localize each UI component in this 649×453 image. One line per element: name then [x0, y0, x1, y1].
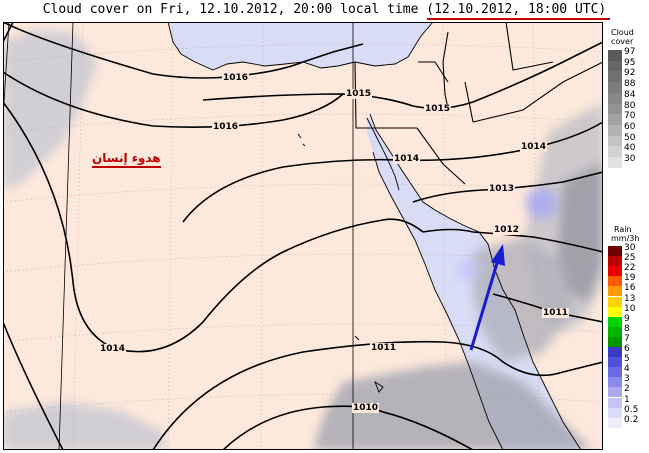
rain-legend-swatch — [608, 387, 622, 398]
rain-legend-label: 8 — [624, 323, 630, 334]
weather-map — [3, 22, 603, 450]
rain-legend-swatch — [608, 266, 622, 277]
cloud-legend-swatch — [608, 60, 622, 72]
gulf-of-suez — [367, 118, 399, 190]
rain-legend-label: 25 — [624, 253, 636, 264]
rain-legend-label: 2 — [624, 384, 630, 395]
isobar-label-1013: 1013 — [488, 184, 516, 194]
isobar-label-1014: 1014 — [393, 154, 421, 164]
cloud-legend-swatch — [608, 146, 622, 158]
cloud-legend-label: 60 — [624, 121, 636, 132]
rain-legend-swatch — [608, 357, 622, 368]
rain-legend-swatch — [608, 417, 622, 428]
cloud-legend-title: Cloud — [611, 28, 634, 37]
cloud-cover-overlay — [3, 30, 603, 450]
cloud-legend-swatch — [608, 124, 622, 136]
isobar-label-1011: 1011 — [370, 343, 398, 353]
isobar-label-1015: 1015 — [424, 104, 452, 114]
isobar-1016-west — [3, 71, 344, 128]
rain-legend-label: 7 — [624, 333, 630, 344]
rain-legend-swatch — [608, 336, 622, 347]
rain-legend-swatch — [608, 256, 622, 267]
rain-legend-label: 19 — [624, 273, 636, 284]
cloud-legend-label: 50 — [624, 132, 636, 143]
cloud-legend-label: 30 — [624, 154, 636, 164]
rain-legend-swatch — [608, 306, 622, 317]
rain-legend-label: 10 — [624, 303, 636, 314]
isobar-lines — [3, 22, 603, 450]
annotation-text: هدوء إنسان — [92, 151, 161, 168]
isobar-label-1014: 1014 — [99, 344, 127, 354]
rain-legend-swatch — [608, 276, 622, 287]
isobar-label-1010: 1010 — [352, 403, 380, 413]
cloud-legend-swatch — [608, 114, 622, 126]
rain-legend-swatch — [608, 296, 622, 307]
cloud-legend-subtitle: cover — [611, 37, 634, 46]
rain-legend-swatch — [608, 316, 622, 327]
cloud-legend-swatch — [608, 92, 622, 104]
cloud-legend-label: 80 — [624, 100, 636, 111]
cloud-legend-label: 40 — [624, 143, 636, 154]
isobar-label-1012: 1012 — [493, 225, 521, 235]
rain-legend-title: Rain — [614, 225, 632, 234]
rain-legend-swatch — [608, 377, 622, 388]
cloud-legend-swatch — [608, 82, 622, 94]
isobar-1011-south — [152, 340, 603, 450]
cloud-legend-label: 97 — [624, 47, 636, 57]
rain-legend-label: 3 — [624, 374, 630, 385]
map-title: Cloud cover on Fri, 12.10.2012, 20:00 lo… — [42, 2, 607, 17]
rain-legend-label: 16 — [624, 283, 636, 294]
cloud-legend-label: 88 — [624, 79, 636, 90]
rain-legend-label: 1 — [624, 394, 630, 405]
rain-legend-swatch — [608, 326, 622, 337]
cloud-legend-swatch — [608, 71, 622, 83]
arrow — [469, 244, 505, 351]
cloud-legend-swatch — [608, 103, 622, 115]
cloud-legend-swatch — [608, 135, 622, 147]
rain-legend-swatch — [608, 347, 622, 357]
rain-legend-label: 30 — [624, 243, 636, 253]
rain-legend-label: 13 — [624, 293, 636, 304]
isobar-label-1014: 1014 — [520, 142, 548, 152]
cloud-legend-swatch — [608, 50, 622, 61]
cloud-legend-label: 92 — [624, 68, 636, 79]
rain-legend-swatch — [608, 367, 622, 378]
rain-legend-label: 4 — [624, 364, 630, 375]
cloud-legend-swatch — [608, 157, 622, 168]
rain-legend-label: 6 — [624, 344, 630, 354]
cloud-legend-label: 84 — [624, 89, 636, 100]
isobar-label-1016: 1016 — [212, 122, 240, 132]
rain-legend-label: 22 — [624, 263, 636, 274]
isobar-label-1015: 1015 — [345, 89, 373, 99]
rain-legend-subtitle: mm/3h — [611, 234, 640, 243]
rain-legend-label: 5 — [624, 354, 630, 365]
rain-legend-swatch — [608, 246, 622, 256]
cloud-legend-label: 95 — [624, 57, 636, 68]
rain-legend-swatch — [608, 397, 622, 408]
cloud-legend-label: 70 — [624, 111, 636, 122]
isobar-1014-west — [3, 101, 424, 353]
isobar-1016-north — [3, 22, 364, 79]
rain-legend-swatch — [608, 407, 622, 418]
rain-legend-label: 0.5 — [624, 404, 639, 415]
rain-legend-label: 0.2 — [624, 414, 639, 425]
country-borders — [354, 22, 603, 185]
rain-legend-label: 9 — [624, 313, 630, 324]
rain-legend-swatch — [608, 286, 622, 297]
mediterranean-sea — [168, 22, 433, 70]
isobar-1013 — [412, 171, 603, 203]
title-utc-underline — [427, 18, 610, 20]
isobar-1015 — [202, 41, 603, 110]
isobar-label-1016: 1016 — [222, 73, 250, 83]
isobar-label-1011: 1011 — [542, 308, 570, 318]
